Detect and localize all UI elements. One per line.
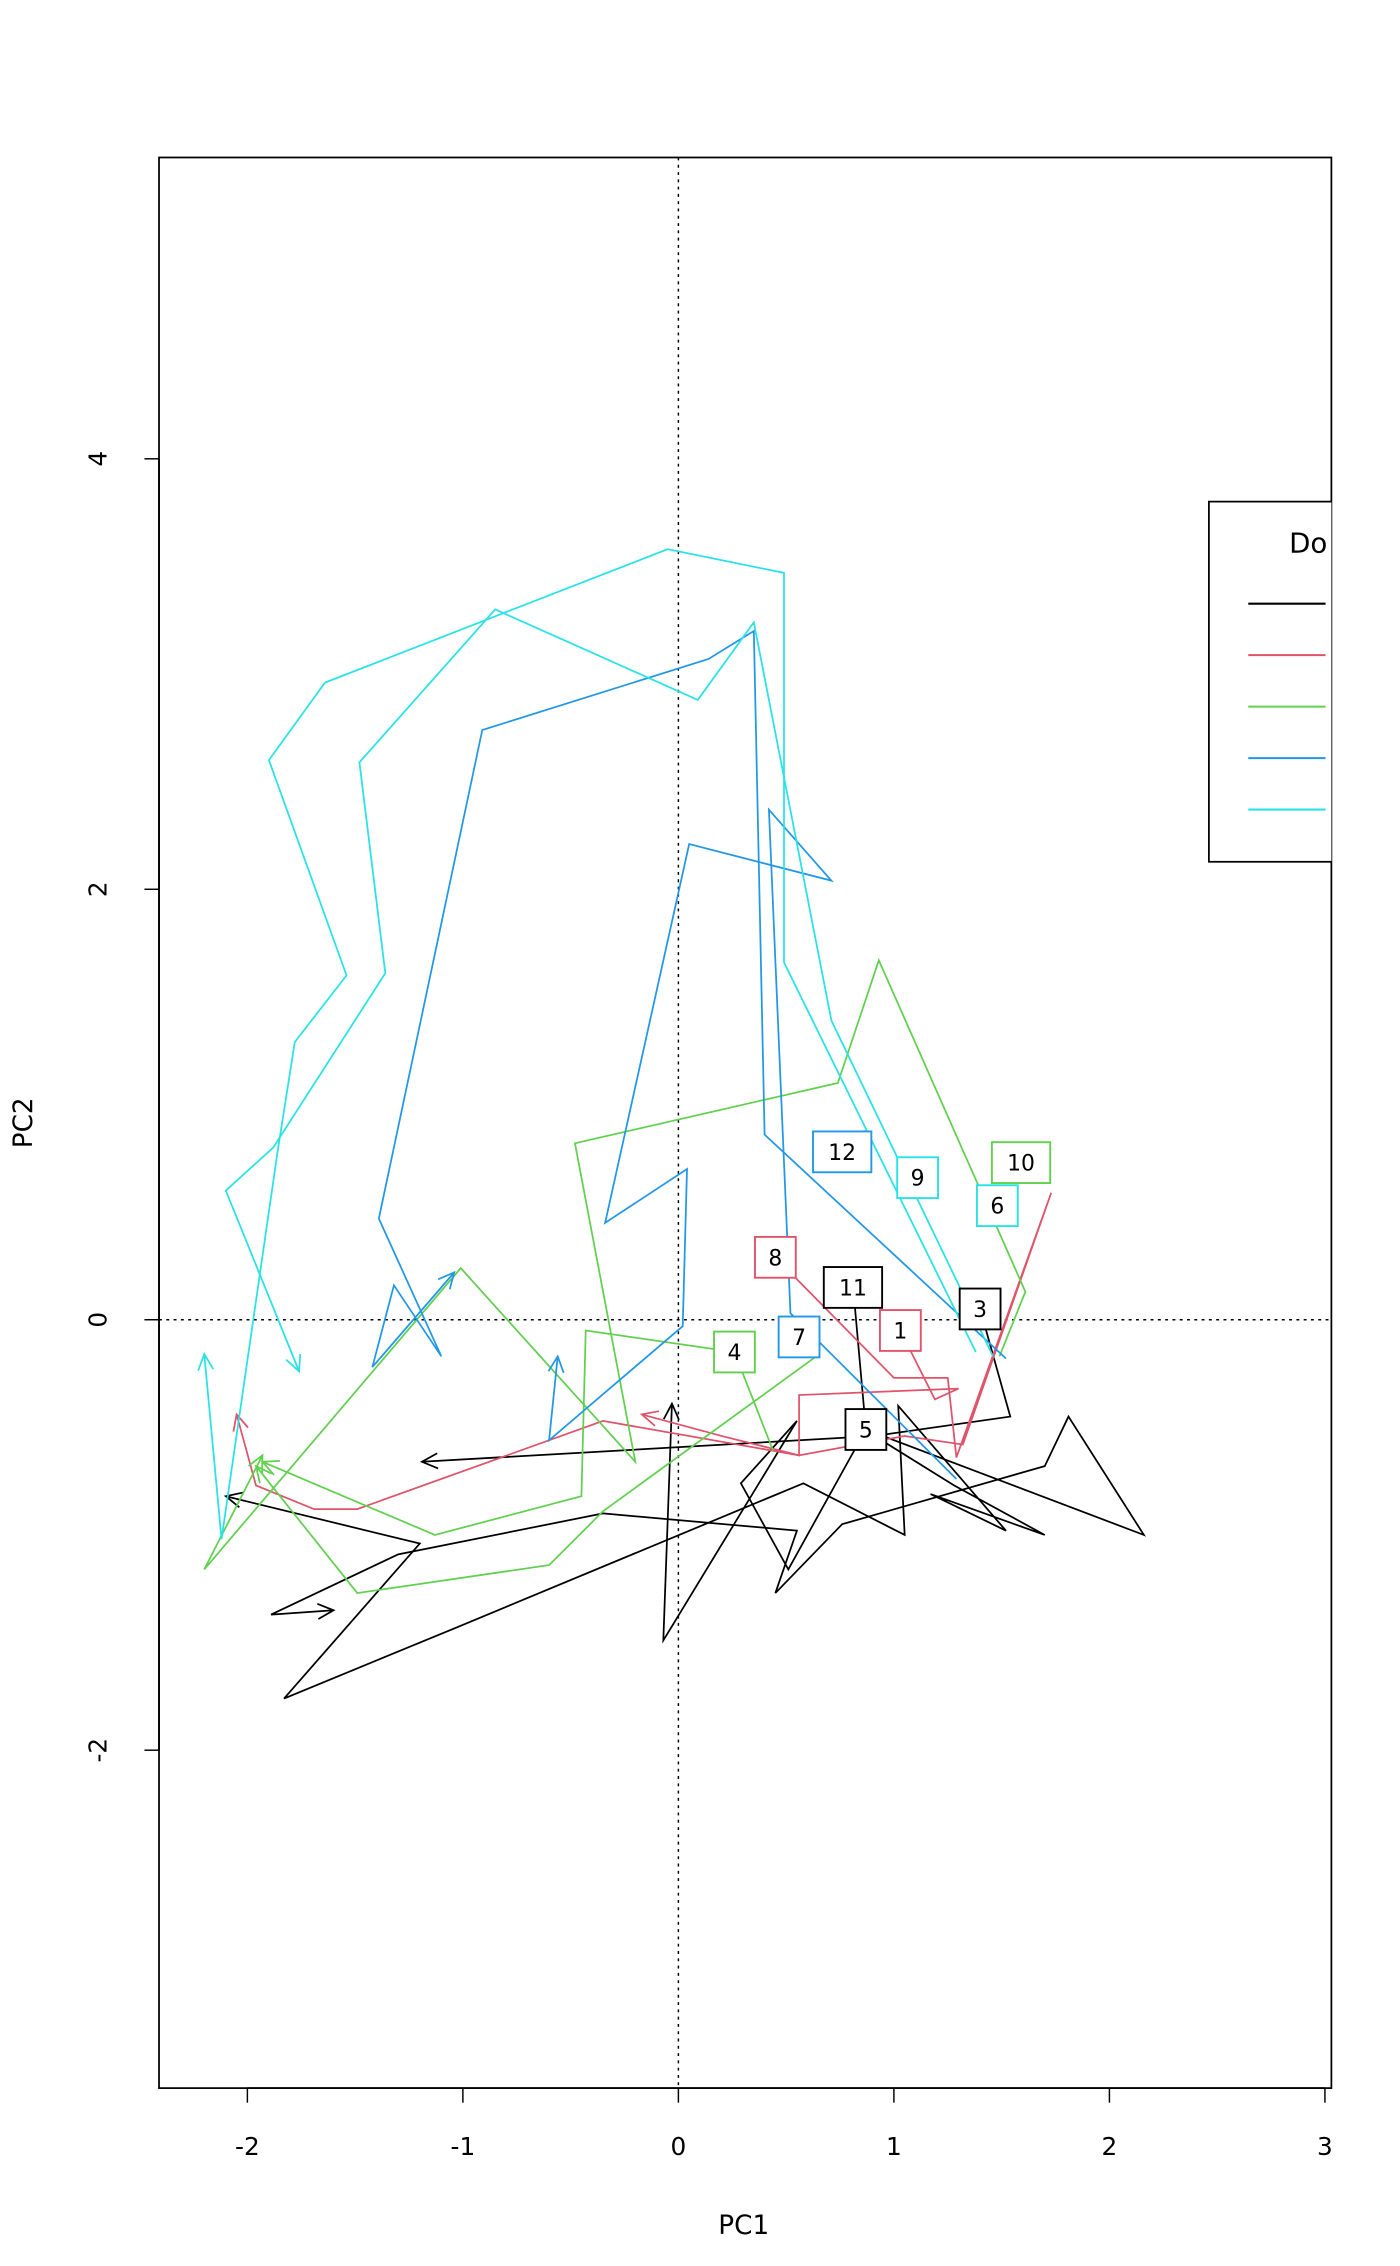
series-layer [197,548,1147,1700]
arrowhead [197,1352,215,1371]
y-tick-label: 0 [84,1312,113,1328]
arrowhead [247,1453,264,1473]
arrowhead [437,1270,456,1290]
x-tick-label: 2 [1102,2132,1118,2161]
series-trajectory [662,1285,867,1644]
label-box [777,1315,821,1359]
series-trajectory [203,548,977,1540]
label-box [822,1266,884,1309]
series-trajectory [255,1355,817,1595]
label-box [879,1309,922,1352]
label-text: 12 [828,1141,856,1166]
legend-title: Do [1289,527,1327,560]
series-trajectory [235,1192,1053,1511]
point-labels: 11 3 5 8 1 10 4 12 7 9 6 [713,1130,1052,1451]
label-box [990,1141,1052,1184]
x-axis-title: PC1 [718,2211,769,2241]
x-tick-label: 1 [886,2132,902,2161]
x-tick-label: 3 [1317,2132,1333,2161]
label-text: 7 [792,1326,806,1351]
x-tick-label: -1 [451,2132,476,2161]
y-tick-label: 2 [84,881,113,897]
label-text: 6 [990,1195,1004,1220]
label-text: 4 [727,1341,741,1366]
label-text: 5 [859,1419,873,1444]
x-tick-label: 0 [671,2132,687,2161]
series-trajectory [641,1330,959,1457]
x-axis: -2 -1 0 1 2 3 [235,2087,1333,2161]
series-trajectory [224,608,994,1372]
label-text: 10 [1007,1152,1035,1177]
y-axis-title: PC2 [9,1097,39,1148]
label-text: 11 [839,1276,867,1301]
series-trajectory [371,629,1007,1368]
label-text: 8 [768,1246,782,1271]
label-box [713,1330,756,1374]
label-box [844,1408,888,1451]
arrowhead [662,1401,680,1421]
label-text: 1 [893,1320,907,1345]
legend: Do [1208,500,1332,863]
label-box [754,1235,797,1279]
arrowhead [317,1602,336,1620]
label-box [975,1184,1019,1228]
series-trajectory [203,957,1027,1570]
arrowhead [254,1464,273,1484]
series-trajectory [270,1414,1147,1616]
label-box [958,1287,1002,1331]
series-trajectory [421,1308,1012,1463]
label-text: 3 [973,1298,987,1323]
y-axis: -2 0 2 4 [84,451,160,1763]
series-trajectory [547,807,958,1480]
arrowhead [223,1491,244,1509]
legend-box [1208,500,1332,863]
series-trajectory [225,1403,1046,1700]
y-tick-label: 4 [84,451,113,467]
arrowhead [285,1353,302,1374]
arrowhead [547,1354,565,1374]
label-box [812,1130,873,1174]
plot-frame [158,156,1333,2089]
label-box [896,1156,939,1200]
arrowhead [260,1460,280,1476]
x-tick-label: -2 [235,2132,260,2161]
arrowhead [639,1410,660,1427]
label-text: 9 [911,1167,925,1192]
y-tick-label: -2 [84,1738,113,1763]
series-trajectory [262,1329,775,1536]
arrowhead [419,1452,439,1470]
arrowhead [232,1412,249,1432]
